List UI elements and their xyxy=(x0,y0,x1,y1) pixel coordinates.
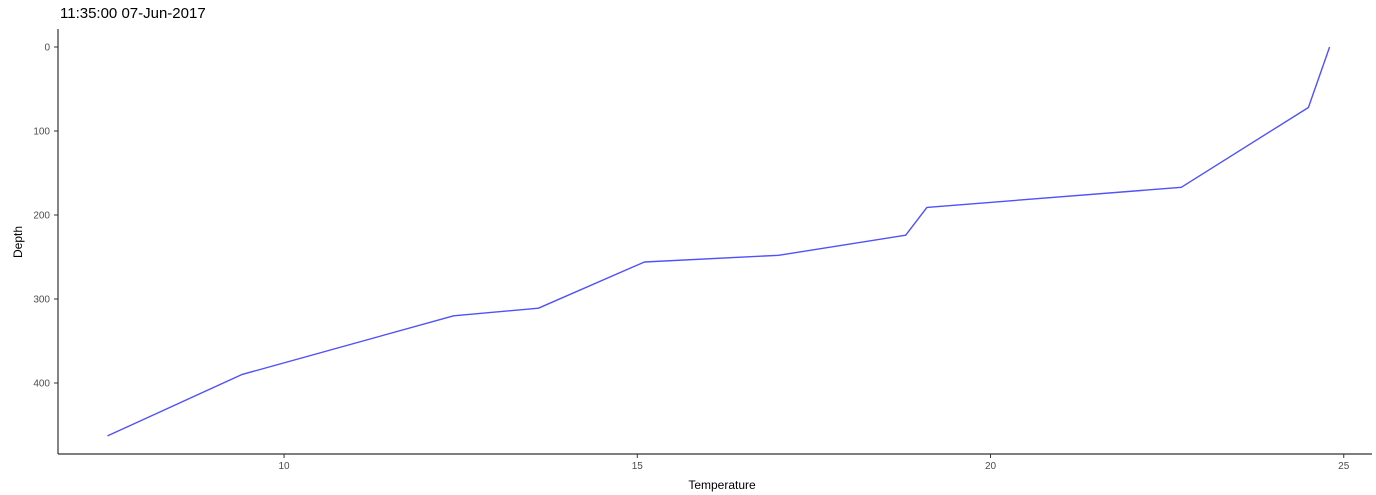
x-tick-label: 15 xyxy=(632,461,644,472)
y-tick-label: 400 xyxy=(33,379,50,390)
y-tick-label: 200 xyxy=(33,211,50,222)
y-tick-label: 300 xyxy=(33,295,50,306)
y-tick-label: 0 xyxy=(44,43,50,54)
y-tick-label: 100 xyxy=(33,127,50,138)
y-axis-title: Depth xyxy=(11,226,25,258)
series-group xyxy=(107,46,1331,437)
x-tick-label: 20 xyxy=(985,461,997,472)
y-ticks: 0 100 200 300 400 xyxy=(33,43,58,390)
x-axis-title: Temperature xyxy=(688,478,756,492)
x-tick-label: 10 xyxy=(279,461,291,472)
series-line xyxy=(107,46,1331,437)
chart-title: 11:35:00 07-Jun-2017 xyxy=(60,5,206,22)
x-ticks: 10 15 20 25 xyxy=(279,454,1350,472)
x-tick-label: 25 xyxy=(1338,461,1350,472)
